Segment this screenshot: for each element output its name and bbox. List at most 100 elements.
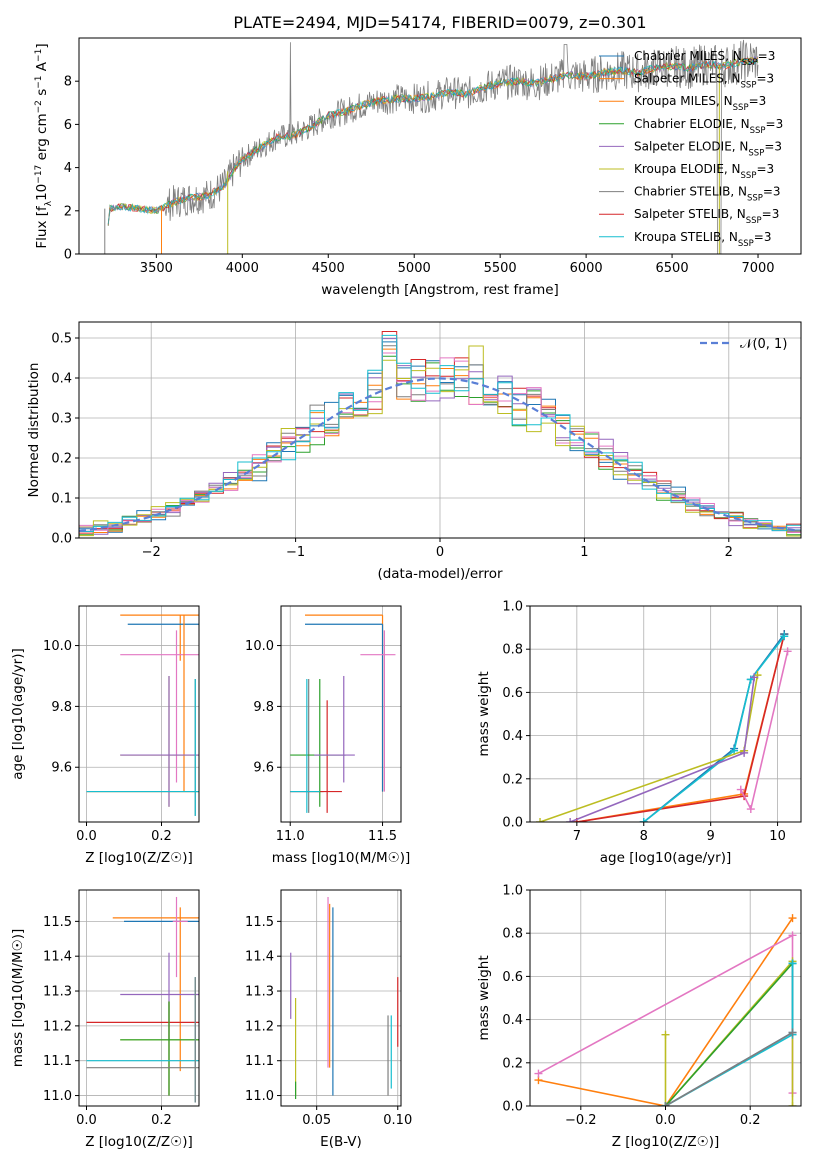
mass-weight-marker bbox=[788, 931, 797, 940]
panel-massweight_vs_Z: −0.2 0.0 0.2 0.0 0.2 0.4 0.6 0.8 1.0 Z [log10(Z/Z… bbox=[476, 884, 802, 1150]
y-axis-label: mass weight bbox=[476, 671, 492, 756]
y-tick-label: 11.5 bbox=[43, 915, 72, 930]
y-tick-label: 9.6 bbox=[51, 761, 72, 776]
y-tick-label: 11.3 bbox=[245, 985, 274, 1000]
x-tick-label: 7 bbox=[573, 829, 581, 844]
y-tick-label: 9.8 bbox=[253, 700, 274, 715]
panel-massweight_vs_age: 7 8 9 10 0.0 0.2 0.4 0.6 0.8 1.0 age [log10(age/yr… bbox=[476, 600, 802, 866]
plot-area bbox=[534, 914, 797, 1106]
figure-title: PLATE=2494, MJD=54174, FIBERID=0079, z=0… bbox=[233, 13, 646, 32]
y-tick-label: 0.0 bbox=[51, 532, 72, 547]
x-tick-label: −0.2 bbox=[565, 1113, 597, 1128]
x-tick-label: 0.0 bbox=[76, 1113, 97, 1128]
plot-area bbox=[290, 614, 396, 813]
mass-weight-marker bbox=[566, 818, 575, 822]
x-axis-label: Z [log10(Z/Z☉)] bbox=[612, 1134, 720, 1150]
y-tick-label: 8 bbox=[64, 75, 72, 90]
mass-weight-marker bbox=[746, 805, 755, 814]
axes-frame bbox=[78, 889, 200, 1107]
x-tick-label: 8 bbox=[640, 829, 648, 844]
y-axis-label: mass weight bbox=[476, 955, 492, 1040]
y-tick-label: 0.1 bbox=[51, 492, 72, 507]
panel-mass_vs_EBV: 0.05 0.10 11.0 11.1 11.2 11.3 11.4 11.5 E(B-V) bbox=[245, 889, 412, 1150]
x-tick-label: 9 bbox=[707, 829, 715, 844]
y-axis-label: Flux [fλ10−17 erg cm−2 s−1 A−1] bbox=[34, 43, 54, 248]
x-axis-label: (data-model)/error bbox=[377, 566, 503, 582]
legend-label: Salpeter MILES, NSSP=3 bbox=[634, 72, 774, 91]
y-tick-label: 9.6 bbox=[253, 761, 274, 776]
x-tick-label: 5000 bbox=[398, 261, 431, 276]
y-tick-label: 11.0 bbox=[245, 1089, 274, 1104]
y-tick-label: 0.4 bbox=[51, 372, 72, 387]
y-tick-label: 0.2 bbox=[502, 1056, 523, 1071]
y-tick-label: 0.5 bbox=[51, 332, 72, 347]
y-tick-label: 9.8 bbox=[51, 700, 72, 715]
x-tick-label: 0.0 bbox=[655, 1113, 676, 1128]
y-axis-label: mass [log10(M/M☉)] bbox=[10, 929, 26, 1068]
y-tick-label: 11.5 bbox=[245, 915, 274, 930]
y-tick-label: 6 bbox=[64, 118, 72, 133]
y-tick-label: 1.0 bbox=[502, 884, 523, 899]
mass-weight-marker bbox=[639, 818, 648, 822]
y-tick-label: 11.1 bbox=[245, 1054, 274, 1069]
mass-weight-marker bbox=[788, 1028, 797, 1037]
y-axis-label: Normed distribution bbox=[26, 363, 42, 498]
panel-age_vs_mass: 11.0 11.5 9.6 9.8 10.0 mass [log10(M/M☉)] bbox=[245, 605, 411, 866]
mass-weight-marker bbox=[788, 1102, 797, 1106]
y-tick-label: 0.4 bbox=[502, 729, 523, 744]
mass-weight-marker bbox=[534, 1069, 543, 1078]
x-tick-label: 1 bbox=[580, 545, 588, 560]
x-tick-label: 10 bbox=[769, 829, 786, 844]
x-axis-label: age [log10(age/yr)] bbox=[600, 850, 732, 866]
y-tick-label: 0.6 bbox=[502, 686, 523, 701]
x-axis-label: Z [log10(Z/Z☉)] bbox=[85, 1134, 193, 1150]
plot-area bbox=[536, 630, 792, 822]
legend-label: 𝒩(0, 1) bbox=[740, 337, 787, 352]
y-tick-label: 0 bbox=[64, 248, 72, 263]
spectrum-model-line bbox=[107, 58, 759, 225]
mass-weight-marker bbox=[750, 673, 759, 682]
plot-area bbox=[86, 896, 199, 1103]
axes-frame bbox=[78, 321, 802, 539]
mass-weight-line bbox=[539, 674, 759, 822]
x-tick-label: 4000 bbox=[226, 261, 259, 276]
mass-weight-marker bbox=[740, 748, 749, 757]
mass-weight-marker bbox=[736, 785, 745, 794]
x-tick-label: 6000 bbox=[570, 261, 603, 276]
mass-weight-line bbox=[643, 635, 785, 822]
x-tick-label: −1 bbox=[286, 545, 305, 560]
legend-label: Salpeter STELIB, NSSP=3 bbox=[634, 207, 779, 226]
x-tick-label: 7000 bbox=[741, 261, 774, 276]
y-axis-label: age [log10(age/yr)] bbox=[10, 648, 26, 780]
x-tick-label: 4500 bbox=[312, 261, 345, 276]
y-tick-label: 11.3 bbox=[43, 985, 72, 1000]
x-tick-label: 6500 bbox=[656, 261, 689, 276]
x-tick-label: 0.2 bbox=[151, 829, 172, 844]
panel-mass_vs_Z: 0.0 0.2 11.0 11.1 11.2 11.3 11.4 11.5 Z [log10(Z… bbox=[10, 889, 200, 1150]
x-tick-label: 0.10 bbox=[383, 1113, 412, 1128]
y-tick-label: 11.2 bbox=[245, 1019, 274, 1034]
axes-frame bbox=[280, 605, 402, 823]
y-tick-label: 11.4 bbox=[43, 950, 72, 965]
mass-weight-marker bbox=[780, 632, 789, 641]
normal-curve-line bbox=[79, 377, 799, 533]
x-axis-label: mass [log10(M/M☉)] bbox=[272, 850, 411, 866]
mass-weight-line bbox=[665, 1031, 793, 1106]
y-tick-label: 11.1 bbox=[43, 1054, 72, 1069]
y-tick-label: 0.3 bbox=[51, 412, 72, 427]
mass-weight-marker bbox=[661, 1102, 670, 1106]
y-tick-label: 0.6 bbox=[502, 970, 523, 985]
plot-area bbox=[79, 331, 801, 537]
panel-age_vs_Z: 0.0 0.2 9.6 9.8 10.0 Z [log10(Z/Z☉)] age [log1… bbox=[10, 605, 200, 866]
y-tick-label: 11.2 bbox=[43, 1019, 72, 1034]
axes-frame bbox=[529, 605, 802, 823]
y-tick-label: 0.4 bbox=[502, 1013, 523, 1028]
x-tick-label: 0.2 bbox=[740, 1113, 761, 1128]
y-tick-label: 10.0 bbox=[245, 639, 274, 654]
y-tick-label: 0.8 bbox=[502, 643, 523, 658]
x-tick-label: −2 bbox=[142, 545, 161, 560]
axes-frame bbox=[529, 889, 802, 1107]
x-tick-label: 5500 bbox=[484, 261, 517, 276]
x-axis-label: E(B-V) bbox=[320, 1134, 362, 1150]
legend-label: Kroupa MILES, NSSP=3 bbox=[634, 94, 766, 113]
